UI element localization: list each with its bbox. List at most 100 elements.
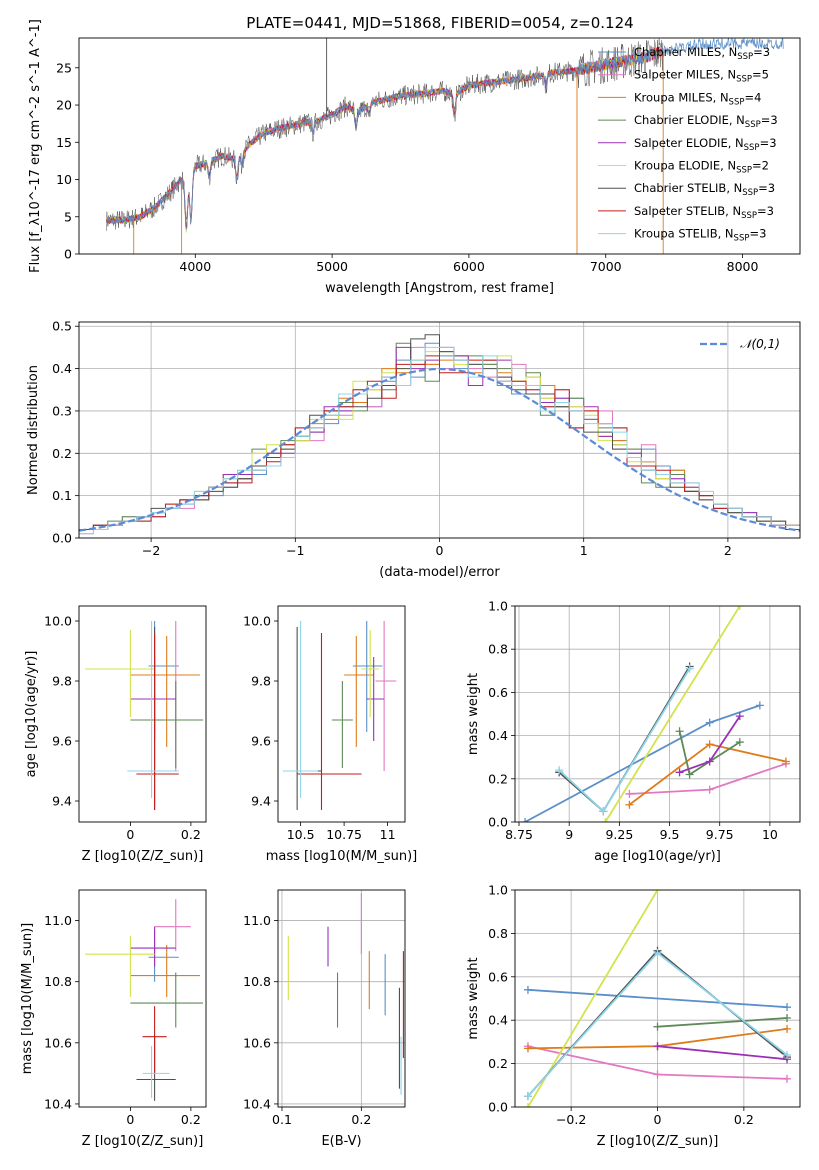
y-tick-label: 11.0 bbox=[44, 913, 72, 928]
legend-base: Kroupa ELODIE, N bbox=[634, 159, 736, 173]
y-tick-label: 0.4 bbox=[52, 361, 72, 376]
mass-weight-vs-age-data bbox=[515, 606, 800, 822]
x-axis-label: (data-model)/error bbox=[379, 565, 500, 580]
legend-entry: Chabrier ELODIE, NSSP=3 bbox=[634, 113, 778, 130]
y-axis-label: Normed distribution bbox=[26, 365, 41, 495]
weight-marker bbox=[653, 1022, 662, 1031]
weight-marker bbox=[625, 800, 634, 809]
legend-sub: SSP bbox=[737, 52, 753, 62]
axes-frame bbox=[277, 889, 406, 1108]
y-tick-label: 1.0 bbox=[488, 883, 508, 898]
weight-marker bbox=[523, 1103, 532, 1107]
y-tick-label: 15 bbox=[56, 135, 72, 150]
weight-marker bbox=[781, 757, 790, 766]
y-tick-label: 9.8 bbox=[52, 674, 72, 689]
mass-weight-vs-metallicity-data bbox=[515, 890, 800, 1107]
y-axis-label: age [log10(age/yr)] bbox=[24, 651, 39, 778]
x-tick-label: 0 bbox=[436, 543, 444, 558]
x-axis-label: Z [log10(Z/Z_sun)] bbox=[82, 1134, 204, 1149]
legend-sub: SSP bbox=[736, 166, 752, 176]
x-tick-label: 0 bbox=[126, 1112, 134, 1127]
legend-sub: SSP bbox=[744, 143, 760, 153]
spectrum-panel: 4000 5000 6000 7000 8000 0 5 10 15 20 25 wavelength… bbox=[28, 19, 801, 296]
x-tick-label: 0 bbox=[654, 1112, 662, 1127]
y-tick-label: 0.6 bbox=[488, 969, 508, 984]
legend-entry: Kroupa STELIB, NSSP=3 bbox=[634, 227, 766, 244]
y-tick-label: 0.4 bbox=[488, 728, 508, 743]
legend-suffix: =3 bbox=[753, 45, 770, 59]
x-tick-label: 10.75 bbox=[326, 827, 362, 842]
y-tick-label: 20 bbox=[56, 98, 72, 113]
legend-entry: Salpeter ELODIE, NSSP=3 bbox=[634, 136, 777, 153]
x-axis-label: Z [log10(Z/Z_sun)] bbox=[82, 849, 204, 864]
x-tick-label: 0.1 bbox=[272, 1112, 292, 1127]
y-tick-label: 5 bbox=[64, 209, 72, 224]
legend-sub: SSP bbox=[729, 97, 745, 107]
residual-histogram-data bbox=[79, 322, 800, 538]
legend-sub: SSP bbox=[745, 120, 761, 130]
legend-base: Salpeter STELIB, N bbox=[634, 204, 741, 218]
mass-weight-vs-metallicity-panel: −0.2 0 0.2 0.0 0.2 0.4 0.6 0.8 1.0 Z [log10(Z/Z_s… bbox=[466, 883, 801, 1149]
age-vs-mass-panel: 10.5 10.75 11 9.4 9.6 9.8 10.0 mass [log10(M/M_… bbox=[243, 605, 418, 864]
axes-frame bbox=[78, 37, 801, 255]
legend-base: Chabrier STELIB, N bbox=[634, 181, 742, 195]
y-tick-label: 0.8 bbox=[488, 926, 508, 941]
weight-line bbox=[527, 988, 788, 1009]
x-tick-label: 0 bbox=[126, 827, 134, 842]
y-tick-label: 0.0 bbox=[488, 815, 508, 830]
weight-marker bbox=[705, 740, 714, 749]
x-axis-label: age [log10(age/yr)] bbox=[594, 849, 721, 864]
x-tick-label: 11 bbox=[380, 827, 396, 842]
x-tick-label: 9 bbox=[565, 827, 573, 842]
x-axis-label: mass [log10(M/M_sun)] bbox=[266, 849, 418, 864]
weight-marker bbox=[599, 807, 608, 816]
y-tick-label: 10.6 bbox=[243, 1035, 271, 1050]
weight-marker bbox=[735, 606, 744, 610]
weight-marker bbox=[735, 712, 744, 721]
x-tick-label: 0.2 bbox=[181, 1112, 201, 1127]
weight-line bbox=[657, 1045, 788, 1061]
x-tick-label: 0.2 bbox=[734, 1112, 754, 1127]
legend-sub: SSP bbox=[736, 75, 752, 85]
residual-histogram-panel: −2 −1 0 1 2 0.0 0.1 0.2 0.3 0.4 0.5 (data-model)/er… bbox=[26, 319, 801, 580]
y-axis-label: mass weight bbox=[466, 673, 481, 755]
weight-marker bbox=[653, 948, 662, 957]
y-tick-label: 10 bbox=[56, 172, 72, 187]
x-tick-label: −2 bbox=[142, 543, 160, 558]
y-tick-label: 9.6 bbox=[251, 734, 271, 749]
legend-suffix: =3 bbox=[758, 181, 775, 195]
y-tick-label: 9.8 bbox=[251, 674, 271, 689]
weight-marker bbox=[783, 1024, 792, 1033]
legend-suffix: =3 bbox=[749, 227, 766, 241]
weight-marker bbox=[653, 1070, 662, 1079]
legend-sub: SSP bbox=[742, 188, 758, 198]
weight-line bbox=[678, 731, 741, 776]
x-tick-label: 5000 bbox=[316, 259, 348, 274]
weight-marker bbox=[705, 757, 714, 766]
y-axis-label: mass [log10(M/M_sun)] bbox=[20, 923, 35, 1075]
legend-base: Chabrier MILES, N bbox=[634, 45, 737, 59]
x-tick-label: 8000 bbox=[727, 259, 759, 274]
histogram-step bbox=[79, 334, 800, 530]
y-axis-label: mass weight bbox=[466, 957, 481, 1039]
axes-frame bbox=[514, 889, 801, 1108]
mass-vs-extinction-panel: 0.1 0.2 10.4 10.6 10.8 11.0 E(B-V) bbox=[243, 889, 406, 1149]
x-tick-label: 6000 bbox=[453, 259, 485, 274]
x-tick-label: 9.5 bbox=[660, 827, 680, 842]
figure-title: PLATE=0441, MJD=51868, FIBERID=0054, z=0… bbox=[246, 14, 633, 32]
x-tick-label: 10 bbox=[762, 827, 778, 842]
weight-marker bbox=[783, 1014, 792, 1023]
axes-frame bbox=[78, 889, 207, 1108]
y-tick-label: 10.8 bbox=[243, 974, 271, 989]
legend-entry: Salpeter MILES, NSSP=5 bbox=[634, 68, 769, 85]
y-tick-label: 25 bbox=[56, 60, 72, 75]
x-tick-label: −1 bbox=[286, 543, 304, 558]
mass-weight-vs-age-panel: 8.75 9 9.25 9.5 9.75 10 0.0 0.2 0.4 0.6 0.8 1.0 age … bbox=[466, 599, 801, 864]
axes-frame bbox=[514, 605, 801, 823]
x-tick-label: 7000 bbox=[590, 259, 622, 274]
y-tick-label: 11.0 bbox=[243, 913, 271, 928]
x-tick-label: 0.2 bbox=[181, 827, 201, 842]
legend-base: Kroupa MILES, N bbox=[634, 90, 729, 104]
legend-suffix: =3 bbox=[757, 204, 774, 218]
